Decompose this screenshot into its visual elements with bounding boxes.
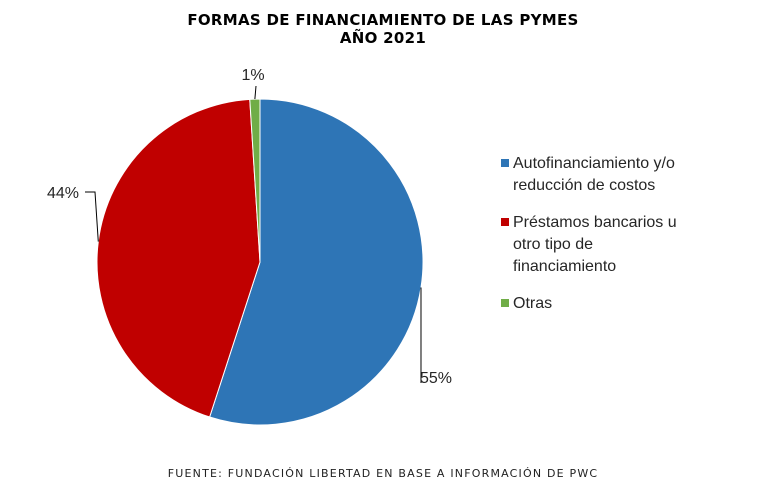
chart-legend: Autofinanciamiento y/o reducción de costo… xyxy=(501,153,741,330)
legend-swatch-prestamos xyxy=(501,218,509,226)
legend-swatch-autofinanciamiento xyxy=(501,159,509,167)
legend-label-otras: Otras xyxy=(513,295,553,312)
data-label-autofinanciamiento: 55% xyxy=(420,370,452,387)
legend-item-autofinanciamiento: Autofinanciamiento y/o reducción de costo… xyxy=(501,153,741,197)
chart-title: FORMAS DE FINANCIAMIENTO DE LAS PYMES xyxy=(187,11,579,29)
legend-label-autofinanciamiento: Autofinanciamiento y/o reducción de costo… xyxy=(513,155,675,194)
legend-item-prestamos: Préstamos bancarios u otro tipo de financi… xyxy=(501,212,741,278)
source-note: FUENTE: FUNDACIÓN LIBERTAD EN BASE A INF… xyxy=(167,467,599,480)
legend-label-prestamos: Préstamos bancarios u otro tipo de financi… xyxy=(513,214,677,275)
legend-item-otras: Otras xyxy=(501,293,741,315)
leader-line-prestamos xyxy=(85,191,99,242)
leader-line-otras xyxy=(254,85,257,100)
chart-subtitle: AÑO 2021 xyxy=(339,29,427,47)
pie-slice-autofinanciamiento xyxy=(208,98,424,426)
pie-slice-prestamos xyxy=(96,98,261,418)
data-label-prestamos: 44% xyxy=(47,185,79,202)
data-label-otras: 1% xyxy=(241,67,264,84)
legend-swatch-otras xyxy=(501,299,509,307)
